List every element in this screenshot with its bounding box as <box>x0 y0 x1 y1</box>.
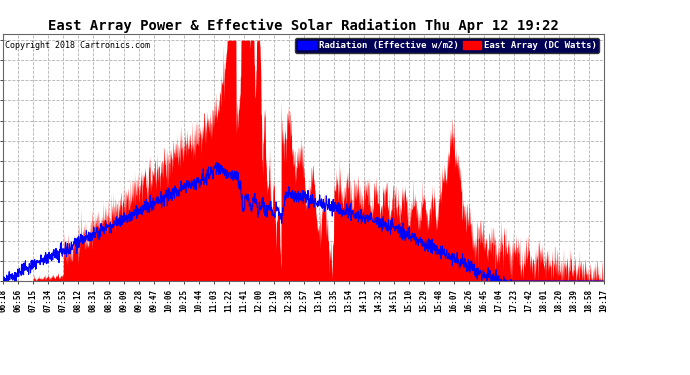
Title: East Array Power & Effective Solar Radiation Thu Apr 12 19:22: East Array Power & Effective Solar Radia… <box>48 18 559 33</box>
Legend: Radiation (Effective w/m2), East Array (DC Watts): Radiation (Effective w/m2), East Array (… <box>295 38 599 53</box>
Text: Copyright 2018 Cartronics.com: Copyright 2018 Cartronics.com <box>5 41 150 50</box>
